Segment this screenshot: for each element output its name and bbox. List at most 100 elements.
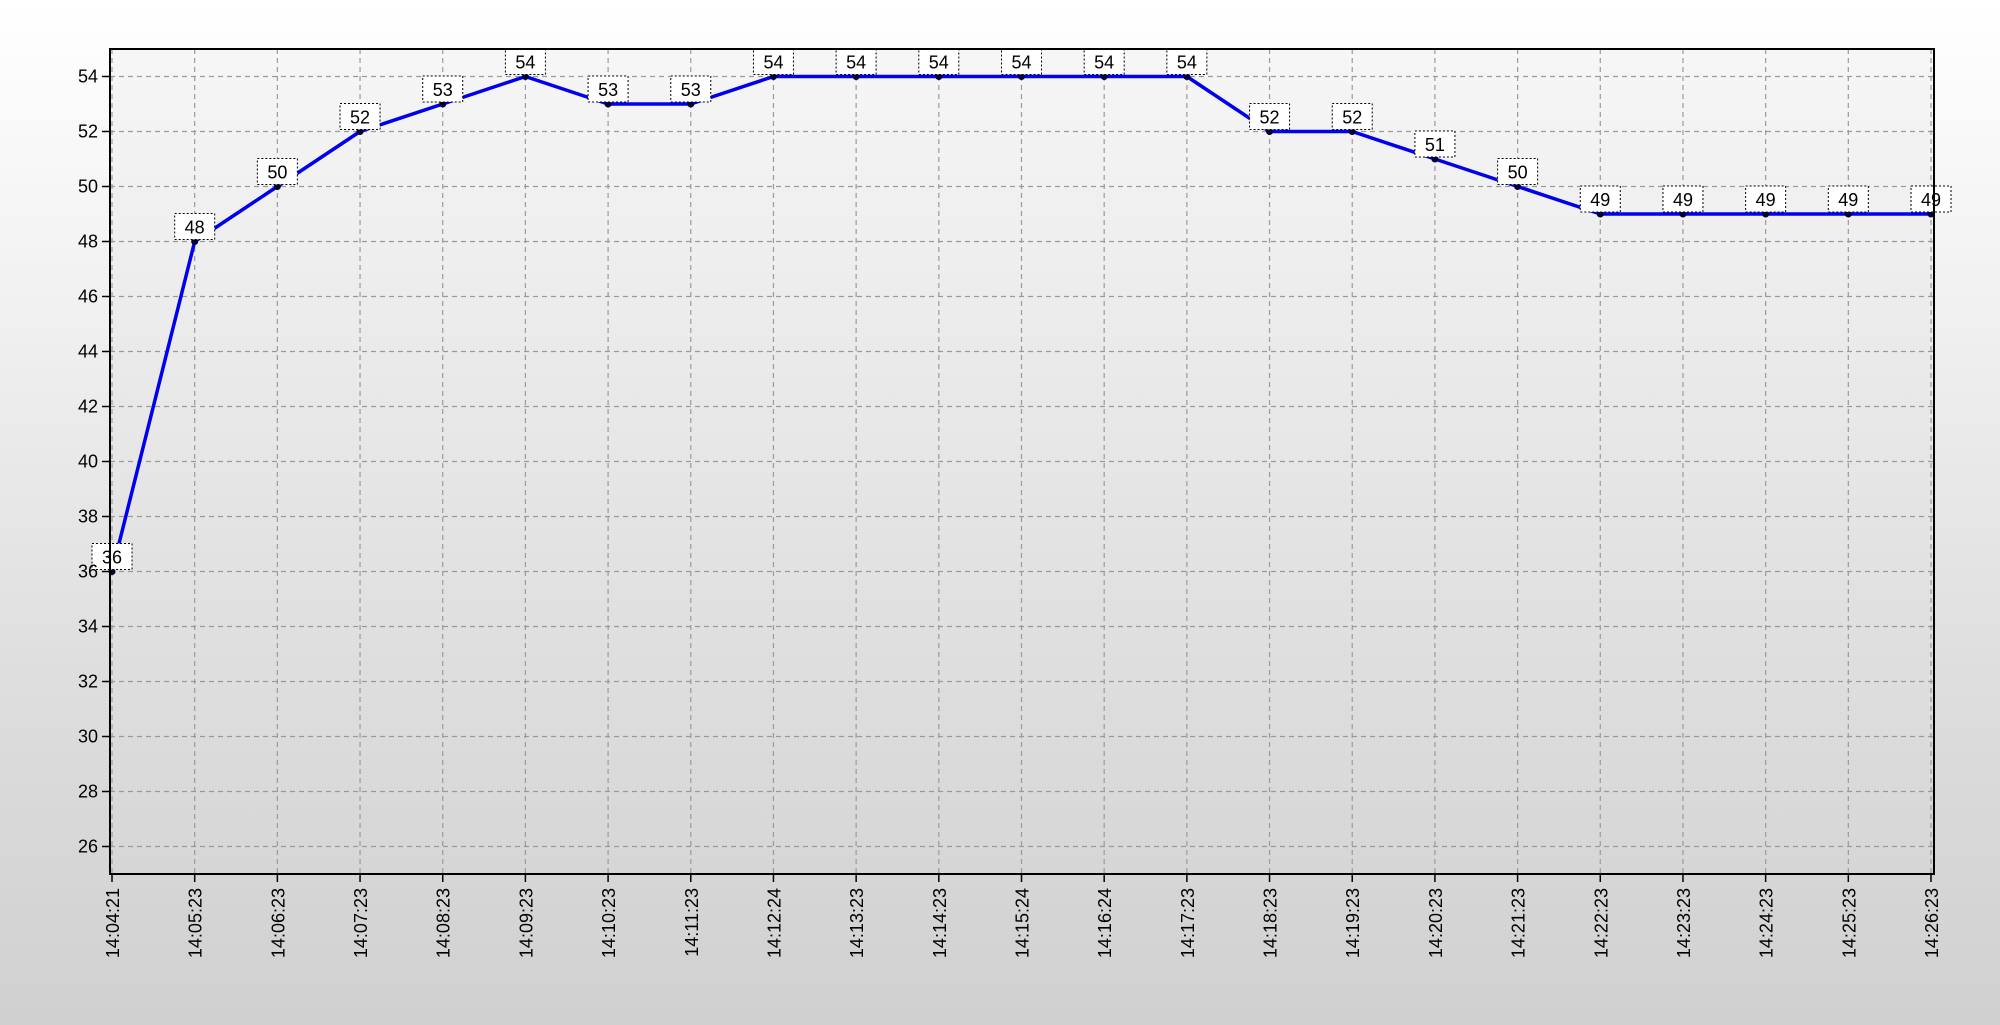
data-label-text: 51: [1425, 135, 1445, 155]
y-tick-label: 34: [78, 617, 98, 637]
x-tick-label: 14:17:23: [1178, 888, 1198, 958]
plot-frame: [109, 48, 1935, 875]
data-label: 54: [752, 48, 794, 75]
y-tick-label: 50: [78, 177, 98, 197]
data-label-box: [752, 48, 794, 75]
data-label-text: 48: [185, 218, 205, 238]
y-tick-label: 26: [78, 837, 98, 857]
x-tick-label: 14:08:23: [434, 888, 454, 958]
data-label: 53: [422, 75, 464, 103]
x-tick-label: 14:07:23: [351, 888, 371, 958]
data-label-text: 53: [598, 80, 618, 100]
data-label-box: [670, 75, 712, 103]
data-label-text: 53: [681, 80, 701, 100]
data-label: 52: [1249, 103, 1291, 130]
data-label-text: 52: [1260, 108, 1280, 128]
data-label-box: [1166, 48, 1208, 75]
data-label: 49: [1579, 185, 1621, 213]
y-tick-label: 28: [78, 782, 98, 802]
data-label: 49: [1745, 185, 1787, 213]
data-label-text: 54: [763, 53, 783, 73]
data-label-text: 50: [267, 163, 287, 183]
data-label-box: [1497, 158, 1539, 185]
data-label: 54: [1001, 48, 1042, 75]
x-tick-label: 14:22:23: [1591, 888, 1611, 958]
data-label-text: 54: [846, 53, 866, 73]
y-tick-label: 54: [78, 67, 98, 87]
y-tick-label: 52: [78, 122, 98, 142]
x-tick-label: 14:26:23: [1922, 888, 1942, 958]
data-label-text: 49: [1838, 190, 1858, 210]
x-tick-label: 14:15:24: [1013, 888, 1033, 958]
data-label: 54: [835, 48, 877, 75]
data-label: 36: [91, 543, 133, 570]
x-tick-label: 14:18:23: [1261, 888, 1281, 958]
data-label-box: [1745, 185, 1787, 213]
x-tick-label: 14:25:23: [1839, 888, 1859, 958]
x-tick-label: 14:09:23: [516, 888, 536, 958]
data-label-box: [1827, 185, 1869, 213]
data-label-text: 53: [433, 80, 453, 100]
data-label-box: [1414, 130, 1456, 158]
x-tick-label: 14:23:23: [1674, 888, 1694, 958]
y-tick-label: 36: [78, 562, 98, 582]
data-label: 49: [1662, 185, 1704, 213]
data-label-box: [1910, 185, 1952, 213]
y-tick-label: 32: [78, 672, 98, 692]
data-label: 54: [1166, 48, 1208, 75]
data-label: 53: [587, 75, 629, 103]
data-label-box: [174, 213, 216, 240]
data-label-text: 52: [350, 108, 370, 128]
data-label-text: 54: [1177, 53, 1197, 73]
y-tick-label: 40: [78, 452, 98, 472]
y-tick-label: 44: [78, 342, 98, 362]
x-tick-label: 14:21:23: [1509, 888, 1529, 958]
data-label-box: [256, 158, 298, 185]
data-label: 54: [918, 48, 960, 75]
data-label-box: [918, 48, 960, 75]
x-tick-label: 14:05:23: [186, 888, 206, 958]
data-label-box: [1083, 48, 1125, 75]
data-label-box: [422, 75, 464, 103]
y-tick-label: 38: [78, 507, 98, 527]
x-tick-label: 14:16:24: [1095, 888, 1115, 958]
data-label-box: [1662, 185, 1704, 213]
data-labels: 36 48 50 52 53 54 53 53 54 54 54 54 54 54 52 52 51 50 49 49…: [91, 48, 1952, 570]
y-tick-label: 46: [78, 287, 98, 307]
data-label-text: 49: [1756, 190, 1776, 210]
data-label: 53: [670, 75, 712, 103]
data-label-text: 49: [1673, 190, 1693, 210]
data-label: 48: [174, 213, 216, 240]
x-tick-label: 14:19:23: [1343, 888, 1363, 958]
data-label: 54: [1083, 48, 1125, 75]
data-label-box: [91, 543, 133, 570]
y-tick-label: 30: [78, 727, 98, 747]
x-tick-label: 14:06:23: [268, 888, 288, 958]
data-label-box: [1249, 103, 1291, 130]
y-tick-label: 42: [78, 397, 98, 417]
data-label-box: [587, 75, 629, 103]
y-tick-label: 48: [78, 232, 98, 252]
data-label: 52: [1331, 103, 1373, 130]
data-label: 49: [1910, 185, 1952, 213]
data-label-text: 36: [102, 548, 122, 568]
data-label-text: 54: [515, 53, 535, 73]
x-tick-label: 14:24:23: [1757, 888, 1777, 958]
data-label-text: 54: [1094, 53, 1114, 73]
data-label-box: [504, 48, 546, 75]
data-label-text: 54: [1011, 53, 1031, 73]
data-label-box: [1331, 103, 1373, 130]
x-tick-label: 14:12:24: [764, 888, 784, 958]
data-label-text: 54: [929, 53, 949, 73]
data-label: 50: [256, 158, 298, 185]
x-tick-label: 14:13:23: [847, 888, 867, 958]
axes: 26 28 30 32 34 36 38 40 42 44 46 48 50 52 54 14:04:21 14…: [78, 67, 1942, 959]
data-label-box: [339, 103, 381, 130]
data-label: 54: [504, 48, 546, 75]
x-tick-label: 14:10:23: [599, 888, 619, 958]
x-tick-label: 14:20:23: [1426, 888, 1446, 958]
data-label-box: [1579, 185, 1621, 213]
data-label: 50: [1497, 158, 1539, 185]
data-label-text: 50: [1508, 163, 1528, 183]
